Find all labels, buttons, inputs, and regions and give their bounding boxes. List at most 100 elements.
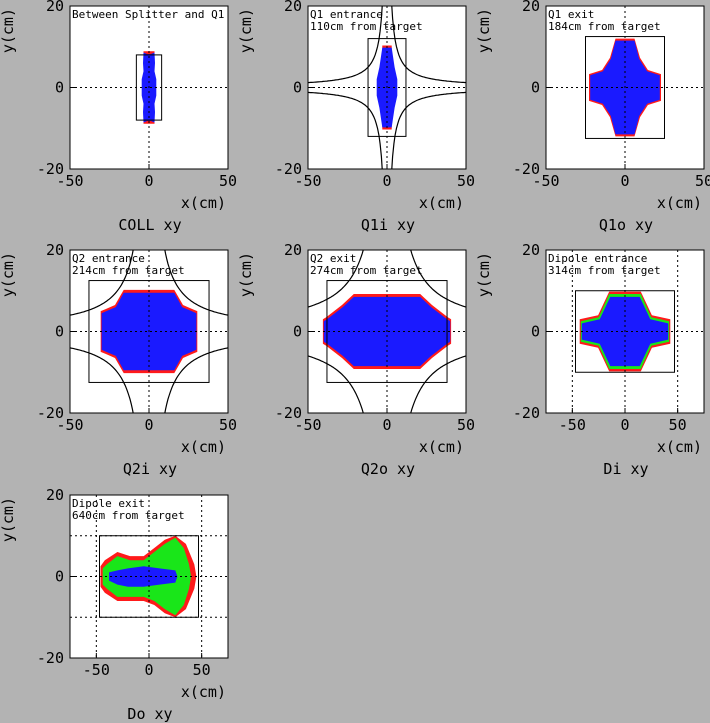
x-tick-label: -50 [56, 416, 83, 434]
y-axis-label: y(cm) [0, 252, 17, 297]
pole-hyperbola [410, 250, 466, 308]
y-axis-label: y(cm) [237, 252, 255, 297]
x-tick-label: -50 [532, 172, 559, 190]
x-tick-label: 0 [382, 416, 391, 434]
annotation-line: Dipole exit [72, 497, 145, 510]
x-axis-label: x(cm) [181, 683, 226, 701]
pole-hyperbola [308, 91, 383, 169]
annotation-line: 184cm from target [548, 20, 661, 33]
x-tick-label: -50 [559, 416, 586, 434]
y-tick-label: 20 [284, 0, 302, 15]
pole-hyperbola [308, 355, 364, 413]
hist-name: Q1o xy [599, 216, 653, 234]
y-tick-label: 20 [46, 241, 64, 259]
x-tick-label: 50 [219, 172, 237, 190]
plot-marks [308, 250, 466, 413]
annotation-line: 274cm from target [310, 264, 423, 277]
pole-hyperbola [308, 6, 383, 84]
y-tick-label: 0 [531, 79, 540, 97]
x-tick-label: 50 [219, 416, 237, 434]
y-tick-label: -20 [513, 404, 540, 422]
x-tick-label: 50 [695, 172, 710, 190]
annotation-line: Q1 entrance [310, 8, 383, 21]
y-tick-label: -20 [513, 160, 540, 178]
plot-marks [546, 250, 704, 413]
annotation-line: Q2 entrance [72, 252, 145, 265]
y-tick-label: 0 [531, 323, 540, 341]
y-tick-label: -20 [37, 404, 64, 422]
pole-hyperbola [70, 250, 134, 316]
x-axis-label: x(cm) [419, 438, 464, 456]
panel-5: -50 0 50 -20 0 20 x(cm) y(cm) Q2o xy Q2 exit274cm… [237, 241, 475, 478]
pole-hyperbola [70, 347, 134, 413]
x-axis-label: x(cm) [181, 438, 226, 456]
annotation-line: 314cm from target [548, 264, 661, 277]
hist-name: Di xy [603, 460, 648, 478]
plot-marks [70, 495, 228, 658]
blue-distribution [109, 566, 178, 587]
y-tick-label: 0 [293, 79, 302, 97]
y-tick-label: 20 [46, 0, 64, 15]
plot-marks [308, 6, 466, 169]
y-tick-label: 0 [55, 568, 64, 586]
hist-name: COLL xy [118, 216, 181, 234]
y-tick-label: -20 [37, 649, 64, 667]
annotation-line: 640cm from target [72, 509, 185, 522]
y-tick-label: -20 [275, 160, 302, 178]
y-tick-label: 20 [522, 0, 540, 15]
x-tick-label: -50 [56, 172, 83, 190]
pole-hyperbola [410, 355, 466, 413]
x-tick-label: 50 [669, 416, 687, 434]
y-tick-label: 20 [522, 241, 540, 259]
pole-hyperbola [308, 250, 364, 308]
y-tick-label: 0 [55, 79, 64, 97]
y-tick-label: -20 [37, 160, 64, 178]
x-tick-label: 50 [193, 661, 211, 679]
pole-hyperbola [391, 91, 466, 169]
y-tick-label: -20 [275, 404, 302, 422]
x-axis-label: x(cm) [657, 438, 702, 456]
panel-7: -50 0 50 -20 0 20 x(cm) y(cm) Do xy Dipole exit64… [0, 486, 229, 723]
hist-name: Do xy [127, 705, 172, 723]
annotation-line: Dipole entrance [548, 252, 647, 265]
x-tick-label: 0 [620, 172, 629, 190]
x-tick-label: 0 [382, 172, 391, 190]
annotation-line: Between Splitter and Q1 [72, 8, 224, 21]
hist-name: Q2o xy [361, 460, 415, 478]
y-axis-label: y(cm) [237, 8, 255, 53]
y-axis-label: y(cm) [475, 252, 493, 297]
panel-2: -50 0 50 -20 0 20 x(cm) y(cm) Q1i xy Q1 entrance1… [237, 0, 475, 234]
x-tick-label: -50 [83, 661, 110, 679]
x-axis-label: x(cm) [181, 194, 226, 212]
x-axis-label: x(cm) [419, 194, 464, 212]
plot-marks [70, 250, 228, 413]
annotation-line: 110cm from target [310, 20, 423, 33]
y-tick-label: 0 [55, 323, 64, 341]
y-axis-label: y(cm) [475, 8, 493, 53]
annotation-line: 214cm from target [72, 264, 185, 277]
x-tick-label: -50 [294, 172, 321, 190]
plot-marks [70, 6, 228, 169]
panel-4: -50 0 50 -20 0 20 x(cm) y(cm) Q2i xy Q2 entrance2… [0, 241, 237, 478]
x-tick-label: 50 [457, 172, 475, 190]
pole-hyperbola [391, 6, 466, 84]
annotation-line: Q2 exit [310, 252, 356, 265]
pole-hyperbola [164, 250, 228, 316]
panel-3: -50 0 50 -20 0 20 x(cm) y(cm) Q1o xy Q1 exit184cm… [475, 0, 710, 234]
panel-6: -50 0 50 -20 0 20 x(cm) y(cm) Di xy Dipole entran… [475, 241, 705, 478]
x-tick-label: 0 [144, 661, 153, 679]
y-axis-label: y(cm) [0, 8, 17, 53]
x-axis-label: x(cm) [657, 194, 702, 212]
x-tick-label: -50 [294, 416, 321, 434]
x-tick-label: 0 [144, 416, 153, 434]
pole-hyperbola [164, 347, 228, 413]
hist-name: Q2i xy [123, 460, 177, 478]
annotation-line: Q1 exit [548, 8, 594, 21]
plot-marks [546, 6, 704, 169]
x-tick-label: 0 [144, 172, 153, 190]
y-tick-label: 0 [293, 323, 302, 341]
hist-name: Q1i xy [361, 216, 415, 234]
y-axis-label: y(cm) [0, 497, 17, 542]
x-tick-label: 0 [620, 416, 629, 434]
